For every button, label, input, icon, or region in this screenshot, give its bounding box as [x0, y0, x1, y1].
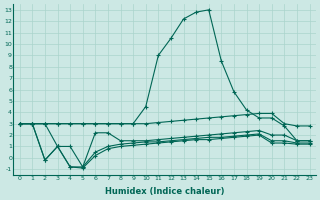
X-axis label: Humidex (Indice chaleur): Humidex (Indice chaleur) [105, 187, 224, 196]
